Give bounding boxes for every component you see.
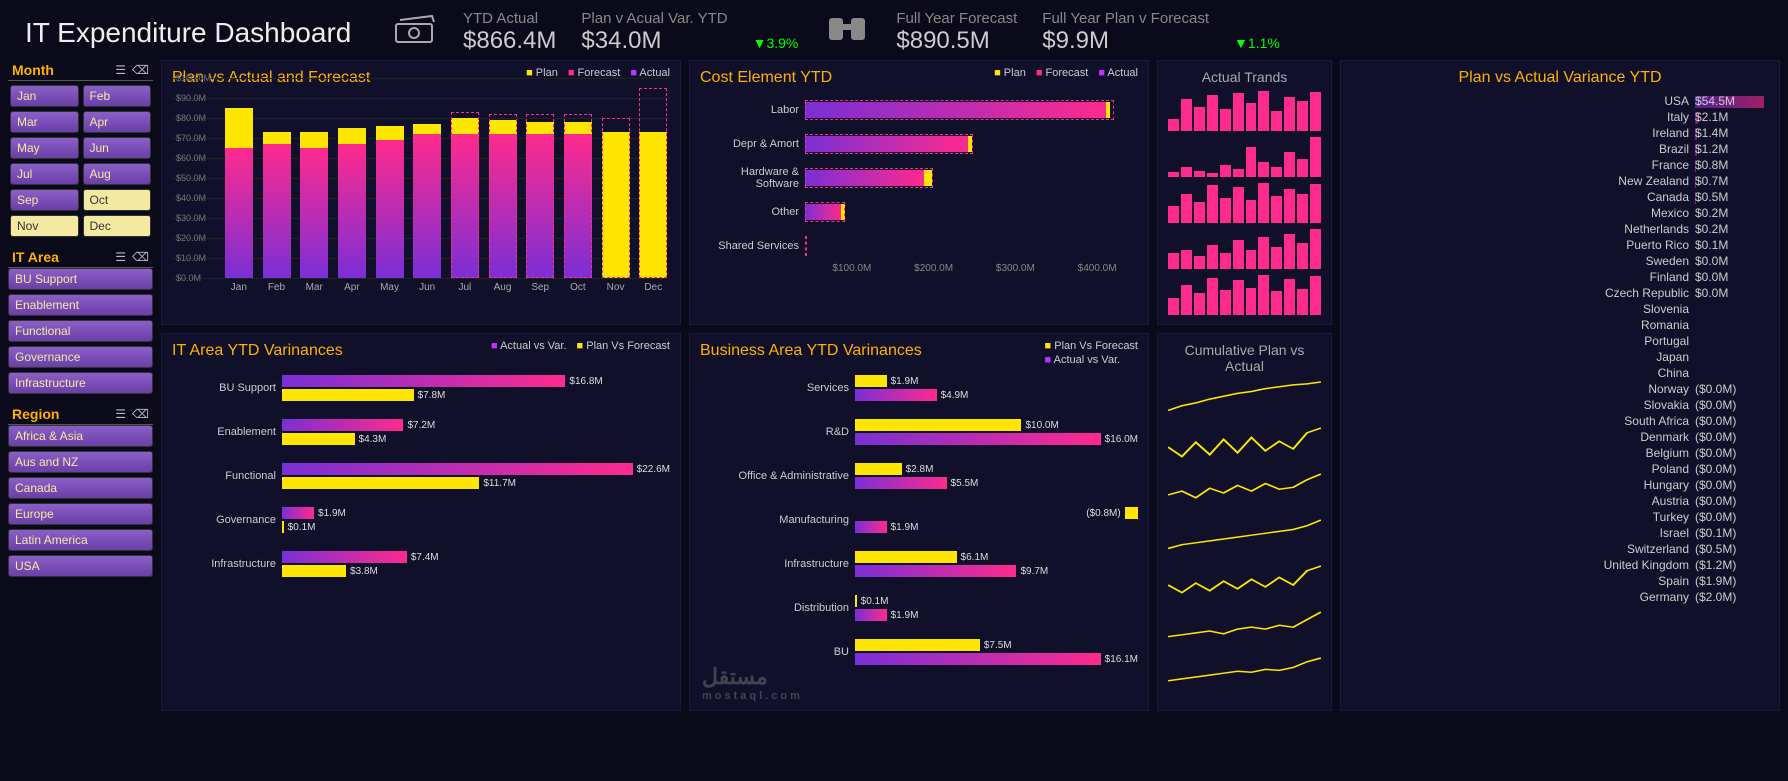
p4-legend: Plan Vs Forecast Actual vs Var.: [1045, 340, 1138, 366]
column-chart: $0.0M$10.0M$20.0M$30.0M$40.0M$50.0M$60.0…: [172, 93, 670, 293]
itarea-btn[interactable]: Enablement: [8, 294, 153, 316]
list-icon[interactable]: ☰: [115, 63, 126, 77]
kpi-fy-forecast: Full Year Forecast $890.5M: [896, 10, 1017, 55]
panel-variance-ytd: Plan vs Actual Variance YTD USA$54.5MIta…: [1340, 60, 1780, 711]
kpi-plan-var: Plan v Acual Var. YTD $34.0M: [581, 10, 727, 55]
slicer-itarea-title: IT Area: [12, 249, 109, 265]
slicer-month: Month ☰ ⌫ JanFebMarAprMayJunJulAugSepOct…: [8, 60, 153, 241]
itarea-btn[interactable]: Governance: [8, 346, 153, 368]
sidebar: Month ☰ ⌫ JanFebMarAprMayJunJulAugSepOct…: [8, 60, 153, 711]
kpi-ytd-actual: YTD Actual $866.4M: [463, 10, 556, 55]
month-btn-jan[interactable]: Jan: [10, 85, 79, 107]
kpi-plan-var-pct: 3.9%: [753, 35, 799, 51]
month-btn-jul[interactable]: Jul: [10, 163, 79, 185]
header: IT Expenditure Dashboard YTD Actual $866…: [0, 0, 1788, 60]
slicer-month-title: Month: [12, 62, 109, 78]
itarea-btn[interactable]: Functional: [8, 320, 153, 342]
list-icon[interactable]: ☰: [115, 250, 126, 264]
slicer-itarea: IT Area ☰ ⌫ BU Support Enablement Function…: [8, 247, 153, 398]
region-btn[interactable]: Canada: [8, 477, 153, 499]
panel-cost-element: Cost Element YTD Plan Forecast Actual La…: [689, 60, 1149, 325]
month-btn-oct[interactable]: Oct: [83, 189, 152, 211]
panel-plan-actual-forecast: Plan vs Actual and Forecast Plan Forecas…: [161, 60, 681, 325]
region-btn[interactable]: Aus and NZ: [8, 451, 153, 473]
kpi-fy-pct: 1.1%: [1234, 35, 1280, 51]
p8-title: Plan vs Actual Variance YTD: [1351, 69, 1769, 87]
region-btn[interactable]: Europe: [8, 503, 153, 525]
month-btn-feb[interactable]: Feb: [83, 85, 152, 107]
p3-legend: Actual vs Var. Plan Vs Forecast: [491, 340, 670, 352]
month-btn-mar[interactable]: Mar: [10, 111, 79, 133]
binoculars-icon: [823, 10, 871, 55]
month-btn-aug[interactable]: Aug: [83, 163, 152, 185]
month-btn-sep[interactable]: Sep: [10, 189, 79, 211]
clear-filter-icon[interactable]: ⌫: [132, 63, 149, 77]
month-btn-may[interactable]: May: [10, 137, 79, 159]
region-btn[interactable]: Latin America: [8, 529, 153, 551]
list-icon[interactable]: ☰: [115, 407, 126, 421]
clear-filter-icon[interactable]: ⌫: [132, 407, 149, 421]
region-btn[interactable]: Africa & Asia: [8, 425, 153, 447]
panel-bizarea-var: Business Area YTD Varinances Plan Vs For…: [689, 333, 1149, 711]
watermark: مستقلmostaql.com: [702, 664, 803, 702]
month-btn-jun[interactable]: Jun: [83, 137, 152, 159]
cash-icon: [390, 10, 438, 55]
month-btn-dec[interactable]: Dec: [83, 215, 152, 237]
itarea-btn[interactable]: BU Support: [8, 268, 153, 290]
slicer-region: Region ☰ ⌫ Africa & Asia Aus and NZ Canada…: [8, 404, 153, 581]
kpi-fy-plan-fc: Full Year Plan v Forecast $9.9M: [1042, 10, 1209, 55]
p2-legend: Plan Forecast Actual: [994, 67, 1138, 79]
region-btn[interactable]: USA: [8, 555, 153, 577]
p6-title: Cumulative Plan vs Actual: [1168, 342, 1321, 374]
clear-filter-icon[interactable]: ⌫: [132, 250, 149, 264]
p5-title: Actual Trands: [1168, 69, 1321, 85]
month-btn-apr[interactable]: Apr: [83, 111, 152, 133]
month-btn-nov[interactable]: Nov: [10, 215, 79, 237]
slicer-region-title: Region: [12, 406, 109, 422]
panel-actual-trends: Actual Trands: [1157, 60, 1332, 325]
itarea-btn[interactable]: Infrastructure: [8, 372, 153, 394]
page-title: IT Expenditure Dashboard: [25, 17, 365, 49]
panel-itarea-var: IT Area YTD Varinances Actual vs Var. Pl…: [161, 333, 681, 711]
panel-cumulative: Cumulative Plan vs Actual: [1157, 333, 1332, 711]
